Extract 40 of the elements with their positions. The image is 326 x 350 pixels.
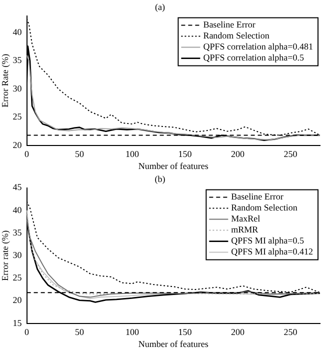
chart-title: (a) xyxy=(155,2,165,12)
y-axis-title: Error rate (%) xyxy=(0,230,10,281)
y-tick-label: 30 xyxy=(12,83,22,94)
y-tick-label: 40 xyxy=(12,27,22,38)
x-tick-label: 200 xyxy=(230,327,245,338)
legend-label: QPFS MI alpha=0.5 xyxy=(231,236,304,246)
legend-label: Baseline Error xyxy=(231,192,284,202)
y-tick-label: 20 xyxy=(12,140,22,150)
y-tick-label: 45 xyxy=(12,182,22,192)
x-tick-label: 250 xyxy=(284,149,298,160)
x-axis-title: Number of features xyxy=(138,338,209,349)
legend-label: QPFS correlation alpha=0.5 xyxy=(203,52,304,63)
x-tick-label: 150 xyxy=(178,327,192,338)
chart-title: (b) xyxy=(154,174,166,184)
x-tick-label: 100 xyxy=(126,327,140,338)
legend-label: QPFS MI alpha=0.412 xyxy=(231,246,314,257)
y-axis-title: Error Rate (%) xyxy=(0,54,10,108)
y-tick-label: 35 xyxy=(12,55,22,66)
legend-label: Baseline Error xyxy=(203,20,256,30)
legend-label: mRMR xyxy=(231,224,258,235)
legend-label: Random Selection xyxy=(231,202,298,213)
x-tick-label: 0 xyxy=(24,327,30,338)
y-tick-label: 30 xyxy=(12,250,22,260)
x-tick-label: 150 xyxy=(178,149,192,160)
y-tick-label: 40 xyxy=(12,204,22,215)
legend-label: QPFS correlation alpha=0.481 xyxy=(203,42,313,52)
x-tick-label: 0 xyxy=(24,149,30,160)
y-tick-label: 20 xyxy=(12,295,22,306)
x-tick-label: 250 xyxy=(284,327,298,338)
legend-label: MaxRel xyxy=(231,214,261,224)
x-tick-label: 100 xyxy=(126,149,140,160)
legend-label: Random Selection xyxy=(203,30,270,41)
x-tick-label: 50 xyxy=(75,149,85,160)
y-tick-label: 15 xyxy=(12,318,22,328)
x-tick-label: 200 xyxy=(230,149,245,160)
y-tick-label: 25 xyxy=(12,272,22,283)
y-tick-label: 35 xyxy=(12,227,22,238)
x-tick-label: 50 xyxy=(75,327,85,338)
x-axis-title: Number of features xyxy=(138,160,209,171)
y-tick-label: 25 xyxy=(12,112,22,122)
